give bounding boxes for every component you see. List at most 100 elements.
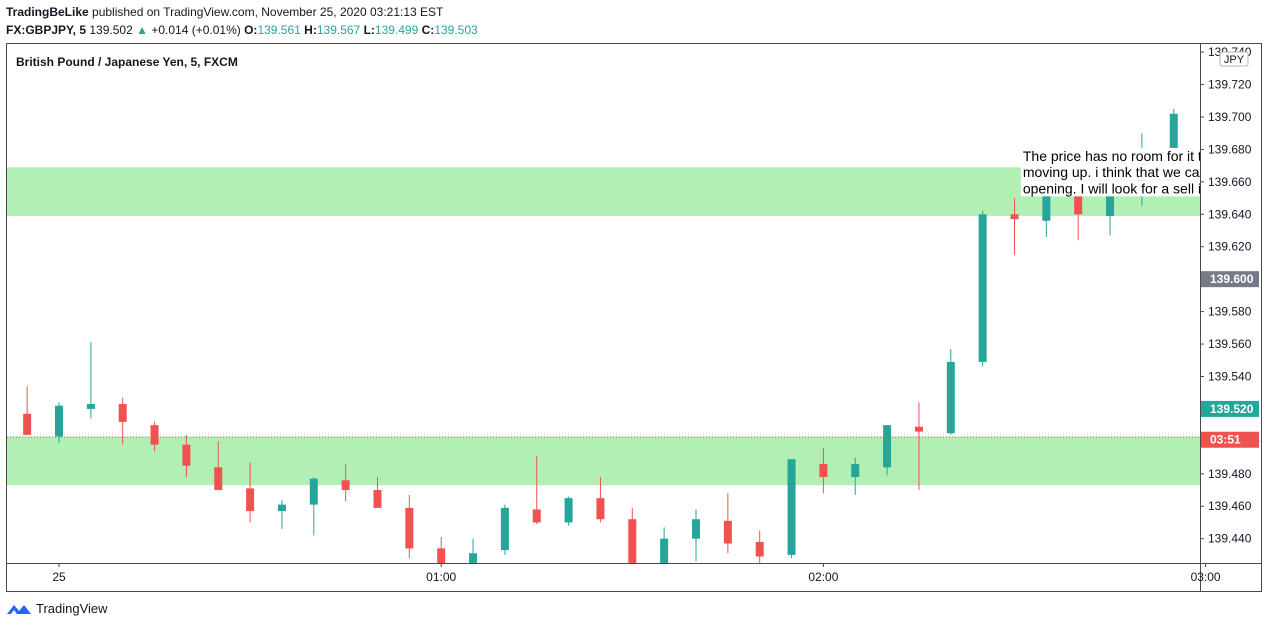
annotation-text: moving up. i think that we can re-te [1023,164,1240,180]
chart-title: British Pound / Japanese Yen, 5, FXCM [16,55,238,69]
candle-body [1169,113,1178,150]
annotation-background [1020,180,1200,197]
candle [1010,198,1019,255]
candle [469,538,478,563]
y-tick-label: 139.560 [1208,337,1252,351]
candle [437,537,446,563]
close-value: 139.503 [434,23,478,37]
candle [373,477,382,508]
candle [246,462,255,523]
candle [914,402,923,491]
footer-brand[interactable]: TradingView [36,601,108,616]
candle-body [1106,185,1115,216]
candle-body [373,490,382,508]
candle-body [214,467,223,491]
symbol-label: FX:GBPJPY, 5 [6,23,87,37]
currency-badge-label: JPY [1224,54,1245,66]
y-tick-label: 139.720 [1208,78,1252,92]
candle [596,477,605,523]
candle-body [23,413,32,435]
x-tick-label: 01:00 [426,570,456,584]
price-tag-box [1201,400,1259,417]
close-label: C: [421,23,435,37]
candle-body [309,478,318,505]
candle-body [883,425,892,468]
candle [150,421,159,452]
price-tag-red: 03:51 [1201,431,1259,448]
annotation-text-line: opening. I will look for a sell inside [1020,180,1235,197]
candle [692,509,700,562]
y-tick-label: 139.660 [1208,175,1252,189]
annotation-text: opening. I will look for a sell inside [1023,180,1235,196]
candle [341,464,350,502]
price-tag-box [1201,431,1259,448]
y-tick-label: 139.620 [1208,240,1252,254]
candle [86,342,95,419]
candle-body [1042,189,1051,221]
high-value: 139.567 [316,23,361,37]
last-price: 139.502 [89,23,133,37]
candle [277,499,286,529]
y-tick-label: 139.540 [1208,369,1252,383]
publish-text: published on TradingView.com, November 2… [88,5,444,19]
plot-area: British Pound / Japanese Yen, 5, FXCM The… [7,44,1240,563]
candle-body [437,548,446,563]
annotation-background [1020,164,1200,181]
candle-body [851,464,860,478]
publisher-name[interactable]: TradingBeLike [6,5,89,19]
candle-body [500,507,509,551]
candle-body [914,426,923,432]
x-tick-label: 02:00 [808,570,838,584]
candle [564,496,573,526]
candle-body [86,404,95,409]
candle-body [564,498,573,523]
currency-badge-box [1219,51,1249,67]
demand-zone [7,436,1200,486]
y-tick-label: 139.460 [1208,499,1252,513]
candle-body [469,553,478,563]
candle [787,459,796,559]
y-axis: 139.440 139.460 139.480 139.540 139.560 139.5… [1200,45,1260,546]
candle-body [277,504,286,512]
candle-body [978,214,987,362]
price-chart[interactable]: British Pound / Japanese Yen, 5, FXCM The… [7,44,1261,591]
candle [118,397,127,445]
y-tick-label: 139.480 [1208,467,1252,481]
candle-body [755,541,764,557]
candle [851,457,860,495]
candle-body [405,507,414,549]
candle [755,530,764,563]
high-label: H: [304,23,317,37]
candle-body [182,444,191,466]
candle [309,477,318,536]
footer: TradingView [6,601,108,617]
candle [723,493,732,554]
x-tick-label: 03:00 [1191,570,1221,584]
candle [55,402,63,443]
candle [500,504,509,555]
chart-frame: British Pound / Japanese Yen, 5, FXCM The… [6,43,1262,592]
price-change: +0.014 (+0.01%) [151,23,241,37]
candle-body [596,498,605,520]
annotation-text-line: The price has no room for it to cont [1020,147,1200,164]
candle-body [118,404,127,422]
open-label: O: [244,23,258,37]
candle-body [532,509,541,523]
y-tick-label: 139.680 [1208,142,1252,156]
candle-body [692,519,700,539]
price-tag-green: 139.520 [1201,400,1259,417]
tradingview-logo-icon[interactable] [6,602,32,616]
candle [660,527,669,563]
candle [532,455,541,525]
candle-body [946,361,955,434]
annotation-text-line: moving up. i think that we can re-te [1020,164,1240,181]
candle-body [628,519,637,563]
y-tick-label: 139.580 [1208,305,1252,319]
ohlc-legend: FX:GBPJPY, 5 139.502 ▲ +0.014 (+0.01%) O… [6,23,478,37]
candle [182,434,191,478]
y-tick-label: 139.440 [1208,532,1252,546]
candle-body [819,464,828,478]
candle-body [660,538,669,563]
low-label: L: [363,23,375,37]
